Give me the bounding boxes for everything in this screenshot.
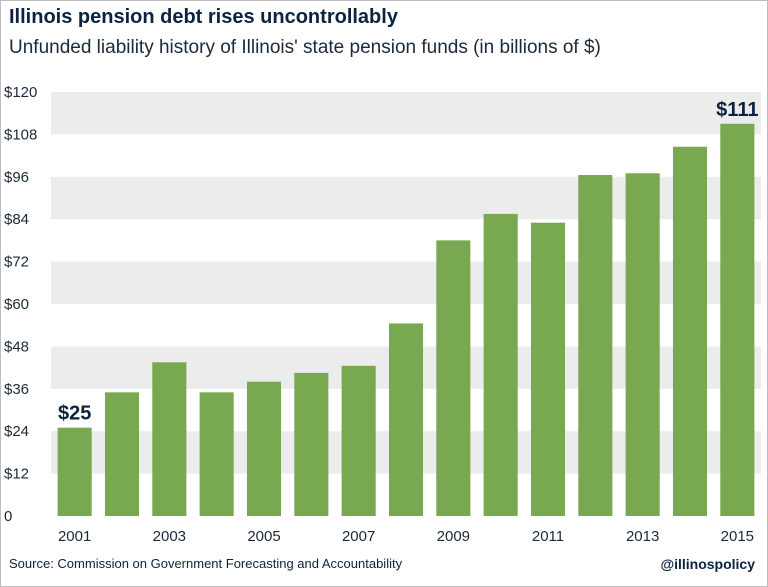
x-tick-label: 2007: [342, 528, 375, 545]
y-tick-label: $84: [4, 211, 29, 228]
x-tick-label: 2005: [247, 528, 280, 545]
bar-2013: [625, 173, 660, 516]
x-tick-label: 2015: [721, 528, 754, 545]
x-tick-label: 2003: [153, 528, 186, 545]
bar-2008: [388, 323, 424, 516]
y-tick-label: $72: [4, 254, 29, 271]
bar-2011: [530, 222, 566, 516]
y-tick-label: $96: [4, 169, 29, 186]
grid-band: [51, 92, 761, 135]
bar-2015: [720, 123, 755, 517]
y-tick-label: 0: [4, 508, 12, 525]
brand-handle: @illinospolicy: [660, 556, 755, 572]
chart-title: Illinois pension debt rises uncontrollab…: [9, 6, 398, 28]
bar-2006: [294, 372, 329, 516]
data-label: $25: [58, 403, 91, 425]
chart-subtitle: Unfunded liability history of Illinois' …: [9, 37, 601, 58]
y-tick-label: $60: [4, 296, 29, 313]
data-label: $111: [716, 99, 758, 121]
bar-2004: [199, 392, 234, 516]
bar-2003: [152, 362, 187, 516]
y-tick-label: $120: [4, 84, 37, 101]
bar-2012: [578, 175, 613, 517]
bar-2007: [341, 365, 376, 516]
x-tick-label: 2011: [532, 528, 564, 545]
source-note: Source: Commission on Government Forecas…: [9, 556, 403, 571]
bar-2005: [246, 381, 282, 516]
y-tick-label: $48: [4, 338, 29, 355]
y-tick-label: $12: [4, 466, 29, 483]
x-tick-label: 2001: [58, 528, 91, 545]
y-tick-label: $108: [4, 126, 37, 143]
bar-2014: [672, 146, 708, 516]
x-tick-label: 2009: [437, 528, 470, 545]
bar-2001: [57, 427, 92, 516]
bar-2002: [104, 392, 140, 516]
y-tick-label: $36: [4, 381, 29, 398]
x-tick-label: 2013: [626, 528, 659, 545]
y-tick-label: $24: [4, 423, 29, 440]
bar-2009: [436, 240, 471, 516]
bar-2010: [483, 213, 518, 516]
